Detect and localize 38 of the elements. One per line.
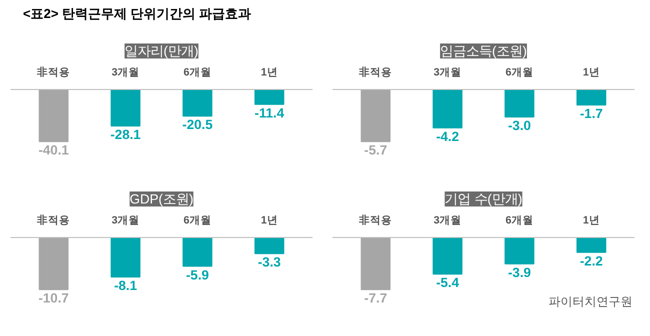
chart-title: <표2> 탄력근무제 단위기간의 파급효과 [23,5,252,23]
x-tick-label: 非적용 [36,66,70,78]
data-label: -3.9 [508,264,531,280]
x-tick-label: 非적용 [358,214,392,226]
data-label: -3.0 [508,118,531,133]
x-tick-label: 6개월 [505,214,534,226]
data-label: -8.1 [114,278,138,293]
data-label: -7.7 [364,290,388,306]
x-tick-label: 3개월 [434,214,462,226]
x-tick-label: 1년 [260,214,278,226]
data-label: -3.3 [258,254,281,270]
data-label: -4.2 [436,128,460,144]
chart-title: 기업 수(만개) [444,192,522,206]
x-tick-label: 非적용 [358,66,392,78]
x-tick-label: 3개월 [112,214,140,226]
data-label: -5.4 [436,275,460,290]
data-label: -5.9 [186,267,209,282]
data-label: -20.5 [182,117,214,132]
data-label: -28.1 [110,127,142,142]
data-label: -1.7 [580,106,603,122]
x-tick-label: 6개월 [183,66,212,78]
x-tick-label: 3개월 [434,66,462,78]
data-label: -40.1 [38,142,70,158]
x-tick-label: 6개월 [505,66,534,78]
data-label: -2.2 [580,253,603,268]
x-tick-label: 1년 [260,66,278,78]
x-tick-label: 非적용 [36,214,70,226]
x-tick-label: 3개월 [112,66,140,78]
data-label: -5.7 [364,142,388,158]
x-tick-label: 1년 [582,214,600,226]
text: 파이터치연구원 [548,294,632,308]
chart-title: GDP(조원) [130,192,194,206]
data-label: -11.4 [254,105,285,120]
x-tick-label: 6개월 [183,214,212,226]
chart-subtitle: 일자리(만개) [124,44,198,58]
chart-title: 임금소득(조원) [440,44,527,58]
x-tick-label: 1년 [582,66,600,78]
data-label: -10.7 [38,290,69,306]
